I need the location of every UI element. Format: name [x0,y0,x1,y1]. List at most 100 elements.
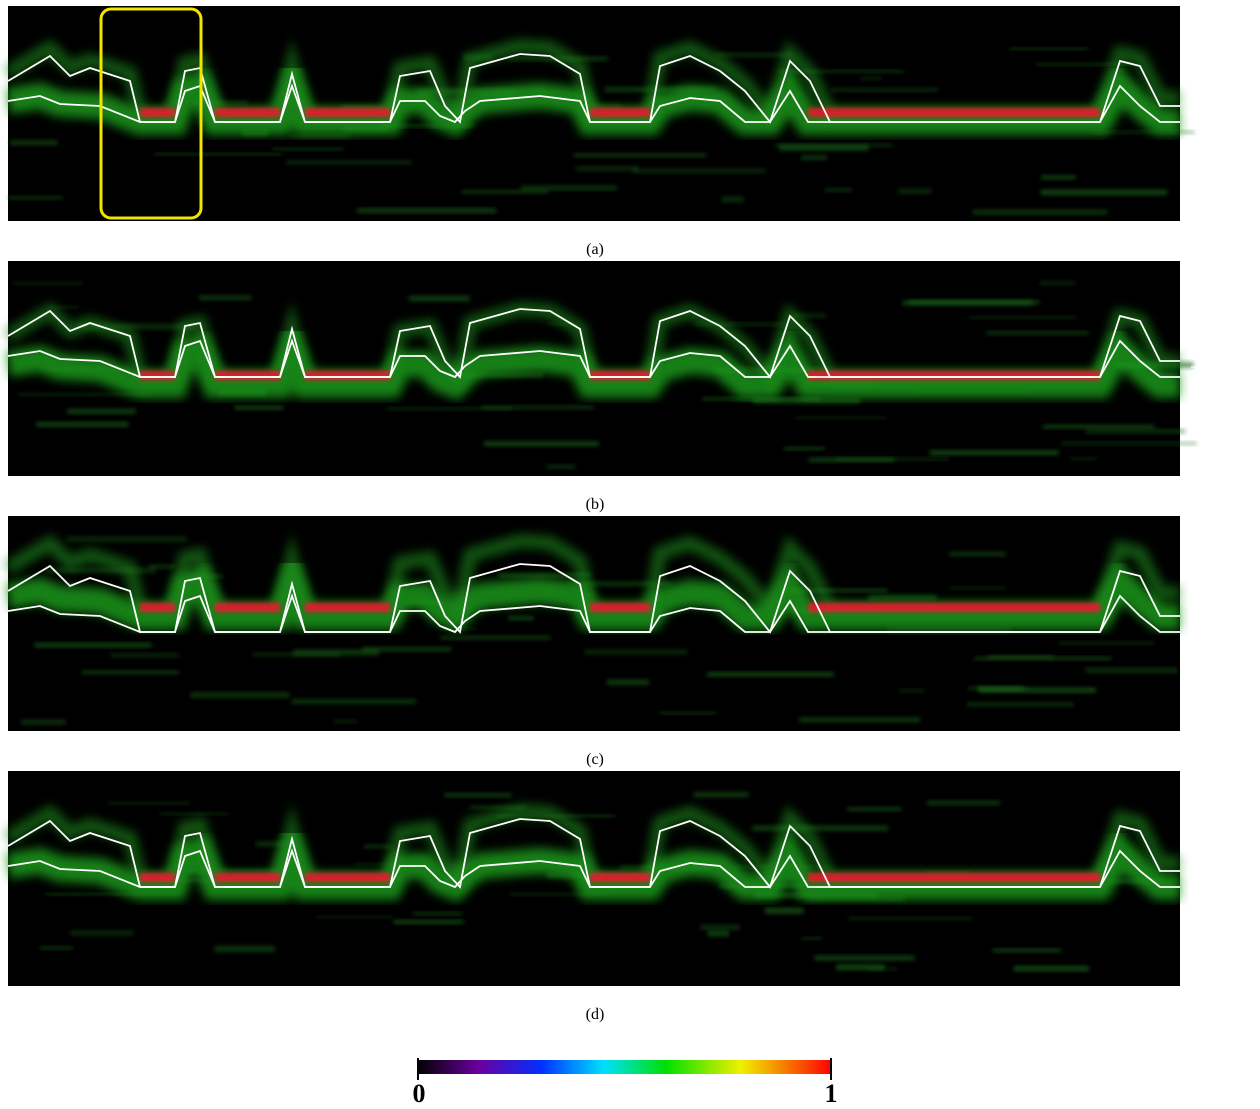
streak [707,930,730,937]
peak-band [808,873,1100,882]
bottom-label: z=0m [1190,616,1235,634]
streak [12,282,83,285]
colorbar-gradient [417,1060,832,1074]
peak-band [305,108,390,117]
streak [659,711,717,715]
streak [110,653,179,658]
streak [972,209,1108,215]
streak [45,893,178,896]
streak [899,689,925,693]
colorbar-max: 1 [825,1079,838,1108]
streak [808,457,895,463]
streak [20,719,66,725]
streak [1092,130,1195,134]
streak [848,916,972,920]
peak-band [215,108,280,117]
streak [386,407,512,410]
streak [440,635,551,640]
streak [159,812,229,815]
streak [363,844,393,849]
streak [860,76,882,80]
streak [779,145,869,151]
streak [34,642,152,648]
streak [1058,641,1154,645]
streak [1040,189,1168,196]
streak [977,686,1023,691]
streak [285,160,412,165]
streak [1070,457,1098,460]
streak [694,322,785,326]
streak [234,405,284,410]
streak [1085,667,1178,673]
peak-band [140,873,175,882]
streak [986,331,1089,335]
streak [584,649,688,655]
streak [45,567,156,573]
streak [974,656,1112,661]
streak [898,188,932,194]
streak [408,295,470,302]
streak [508,616,534,621]
streak [18,392,153,396]
streak [66,536,187,542]
streak [764,907,804,914]
peak-band [140,371,175,380]
streak [799,717,921,723]
streak [481,405,595,410]
peak-band [590,371,650,380]
colorbar-min: 0 [413,1079,426,1108]
peak-band [215,603,280,612]
streak [778,70,904,73]
top-label: z=37m [1190,52,1244,70]
streak [393,919,464,924]
streak [868,594,937,601]
streak [291,699,417,704]
panel: z=37m z=0m (d) [8,771,1244,1023]
streak [978,687,1097,693]
streak [272,148,344,151]
bottom-label: z=0m [1190,871,1235,889]
streak [8,196,63,200]
streak [67,408,136,414]
streak [836,964,885,971]
colorbar: 0 1 [413,1058,838,1108]
streak [632,168,766,173]
peak-band [590,873,650,882]
peak-band [305,873,390,882]
streak [497,572,591,578]
peak-band [140,603,175,612]
streak [461,190,549,194]
streak [1009,47,1089,50]
streak [443,793,512,797]
streak [333,720,358,723]
streak [152,879,234,882]
streak [926,800,1001,805]
streak [577,103,622,110]
peak-band [215,873,280,882]
peak-band [140,108,175,117]
panel: z=37m z=0m (b) [8,261,1244,513]
streak [546,464,576,469]
streak [39,946,74,950]
streak [154,153,282,156]
streak [784,447,825,450]
streak [256,841,293,847]
streak [949,586,1006,590]
caption: (a) [586,241,604,258]
streak [1013,965,1090,972]
streak [831,87,939,92]
streak [289,134,352,138]
streak [824,188,852,192]
streak [190,692,290,698]
streak [1039,281,1076,285]
streak [606,679,649,685]
streak [1085,429,1186,434]
streak [814,955,915,961]
streak [1041,175,1076,180]
panel: z=37m z=0m (c) [8,516,1244,768]
streak [293,649,380,656]
streak [706,672,834,677]
streak [9,140,58,146]
panel: z=37m z=0m (a) [8,6,1244,258]
peak-band [590,108,650,117]
